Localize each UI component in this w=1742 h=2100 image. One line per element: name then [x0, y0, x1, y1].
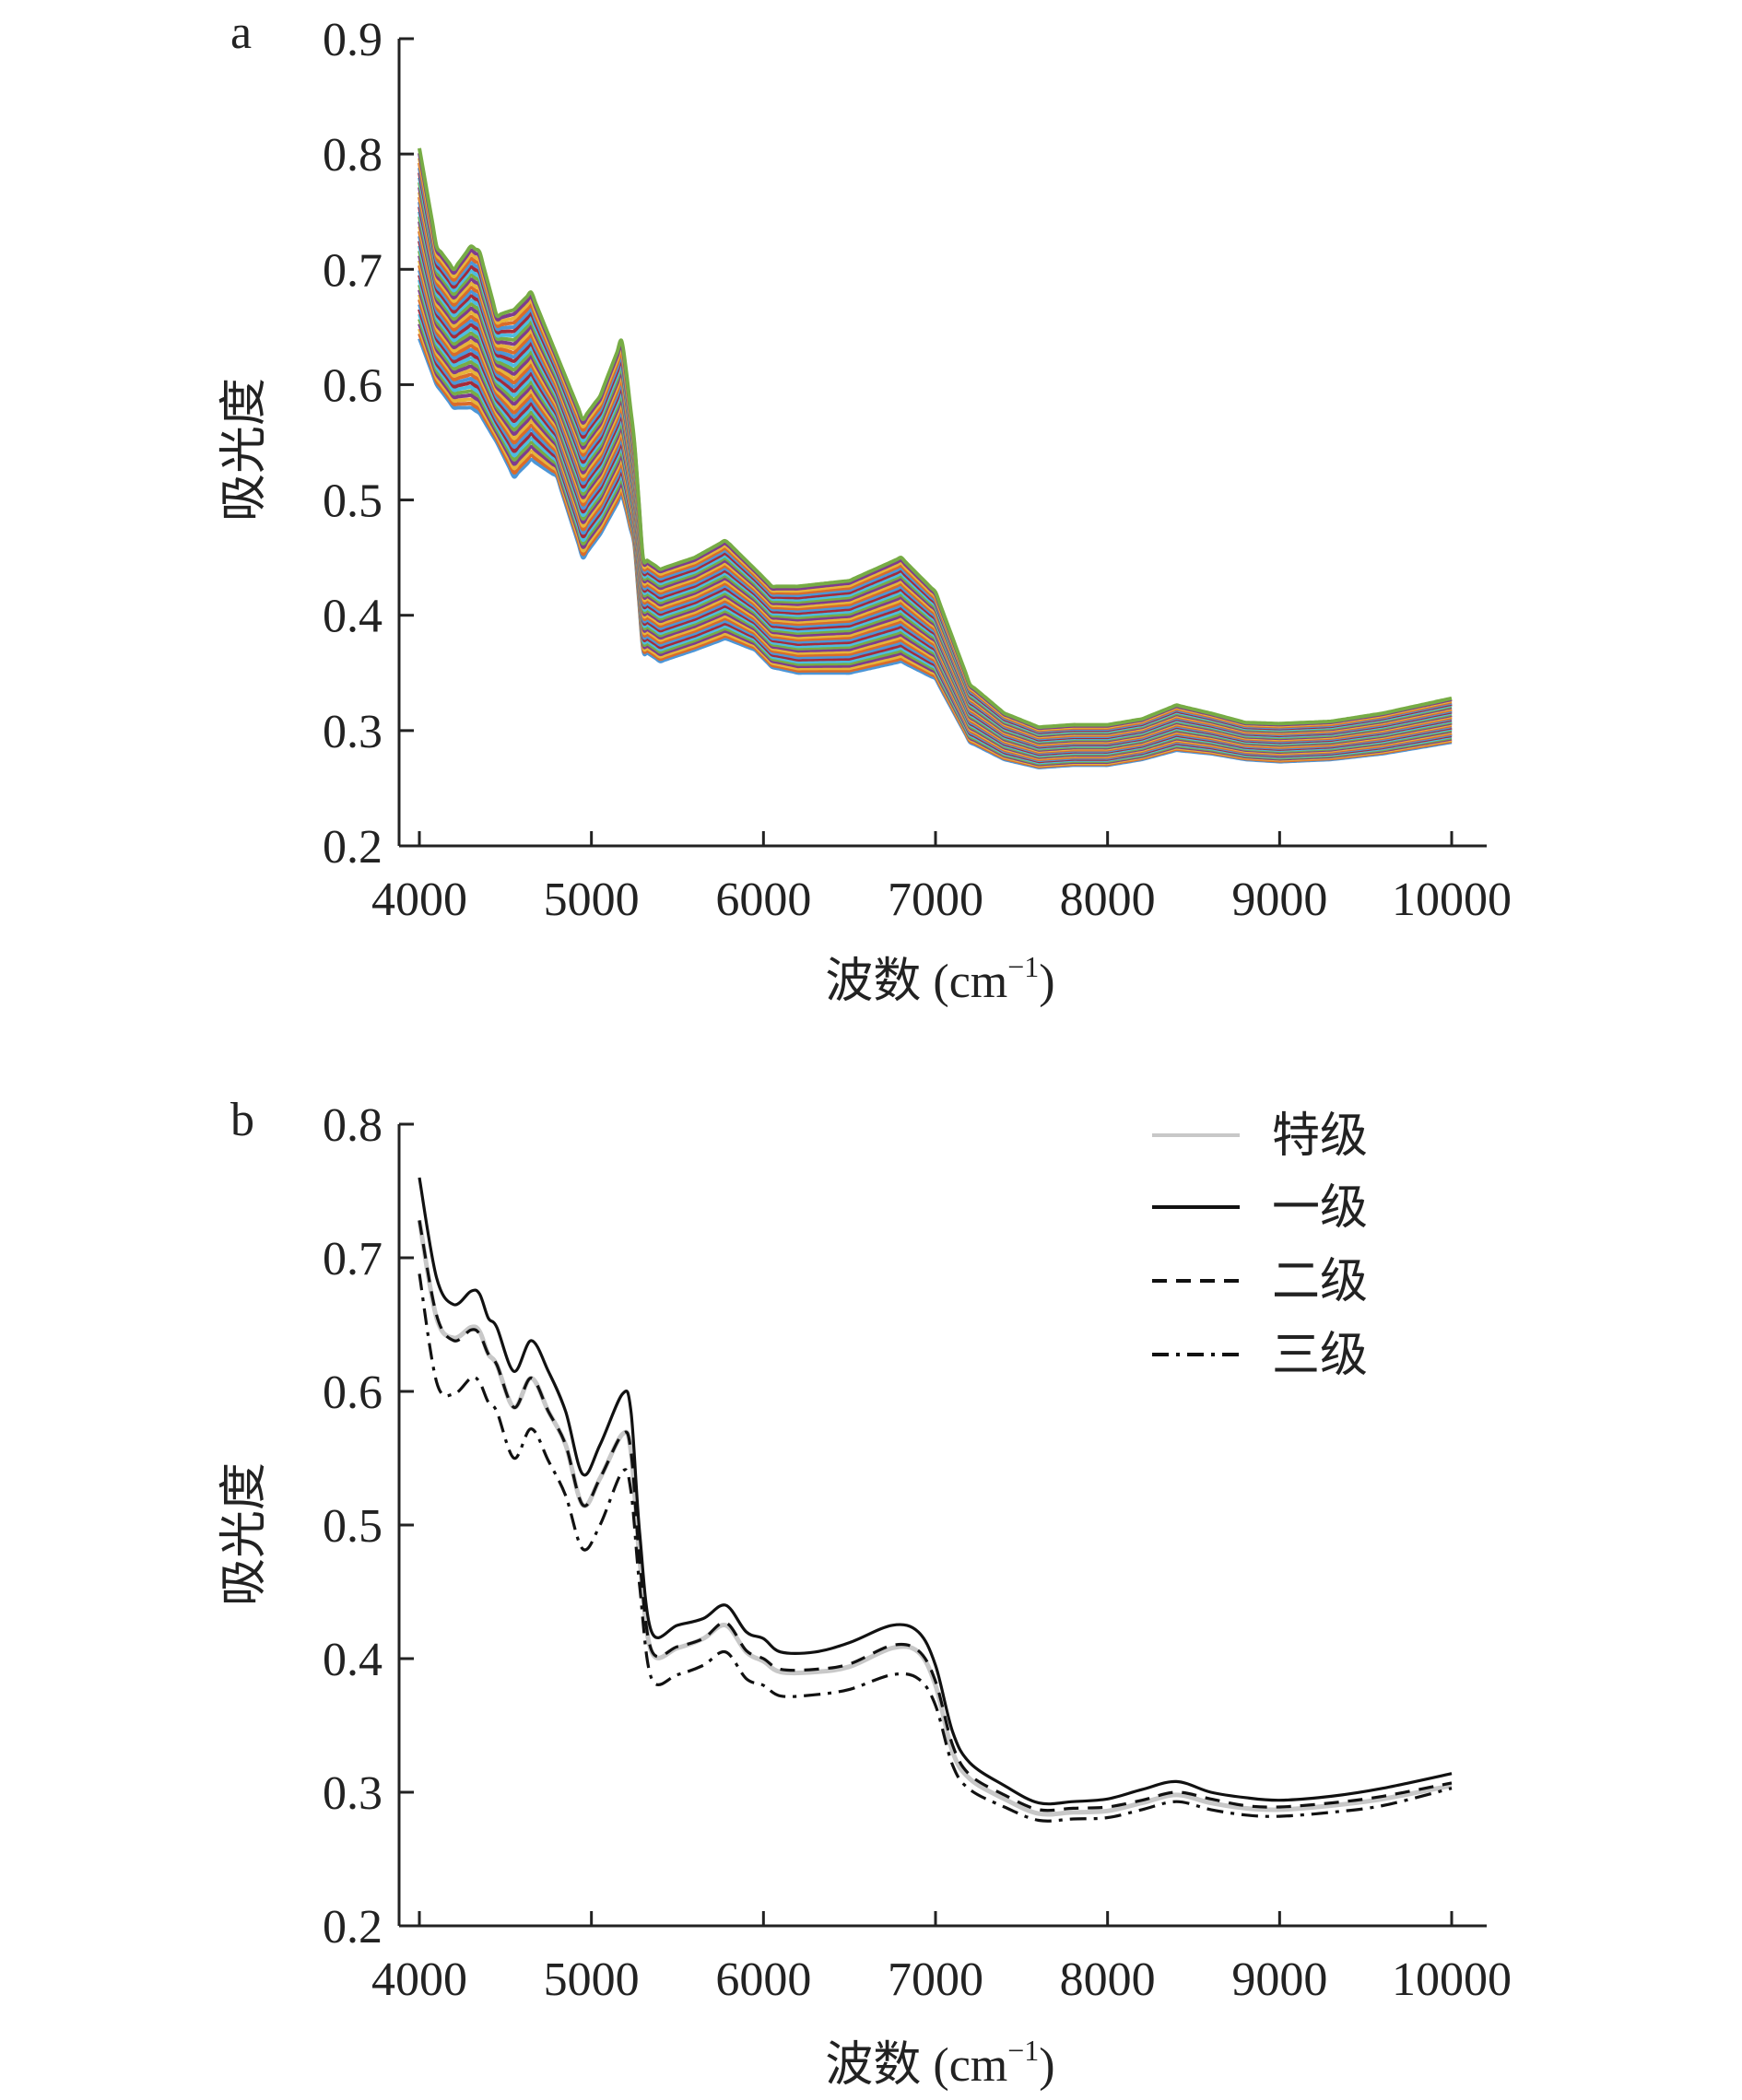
- legend-item-2: 二级: [1152, 1256, 1368, 1308]
- panel-a-letter: a: [230, 6, 252, 59]
- panel-b: b 4000 5000 6000 7000 8000 9000 10000 0.20.30.…: [218, 1094, 1512, 2092]
- x-tick-label: 10000: [1392, 1953, 1512, 2006]
- x-tick-label: 7000: [888, 874, 983, 926]
- x-tick-label: 6000: [715, 874, 811, 926]
- spectrum-line-5: [418, 313, 1453, 765]
- legend-label-3: 三级: [1272, 1330, 1368, 1382]
- panel-a-x-ticks: 4000 5000 6000 7000 8000 9000 10000: [371, 831, 1512, 926]
- x-tick-label: 6000: [715, 1953, 811, 2006]
- series-line-0: [417, 1219, 1453, 1817]
- panel-a-spectra: [418, 147, 1453, 769]
- y-tick-label: 0.5: [323, 475, 383, 528]
- x-tick-label: 9000: [1231, 874, 1327, 926]
- y-tick-label: 0.3: [323, 1767, 383, 1820]
- y-tick-label: 0.8: [323, 1099, 383, 1152]
- x-tick-label: 7000: [888, 1953, 983, 2006]
- panel-a-x-axis-title: 波数 (cm−1): [825, 950, 1054, 1008]
- legend-label-0: 特级: [1272, 1110, 1368, 1163]
- x-tick-label: 10000: [1392, 874, 1512, 926]
- series-line-1: [418, 1177, 1453, 1806]
- y-tick-label: 0.6: [323, 1367, 383, 1419]
- panel-a: a 4000 5000 6000 7000 8000 9000 10000 0.20.30.…: [218, 6, 1512, 1008]
- legend-item-1: 一级: [1152, 1182, 1368, 1235]
- x-tick-label: 5000: [544, 1953, 640, 2006]
- series-line-2: [418, 1220, 1453, 1813]
- y-tick-label: 0.9: [323, 14, 383, 66]
- panel-b-letter: b: [230, 1094, 254, 1146]
- y-tick-label: 0.2: [323, 1901, 383, 1953]
- y-tick-label: 0.8: [323, 129, 383, 182]
- panel-b-y-ticks: 0.2 0.3 0.4 0.5 0.6 0.7 0.8: [323, 1099, 414, 1953]
- y-tick-label: 0.6: [323, 359, 383, 412]
- panel-a-y-axis-title: 吸光度: [218, 378, 271, 522]
- x-tick-label: 9000: [1231, 1953, 1327, 2006]
- legend-item-3: 三级: [1152, 1330, 1368, 1382]
- series-line-3: [418, 1273, 1453, 1823]
- legend-item-0: 特级: [1152, 1110, 1368, 1163]
- x-tick-label: 8000: [1060, 874, 1156, 926]
- legend-label-1: 一级: [1272, 1182, 1368, 1235]
- spectrum-line-3: [418, 323, 1453, 767]
- y-tick-label: 0.7: [323, 1233, 383, 1285]
- x-tick-label: 5000: [544, 874, 640, 926]
- panel-b-legend: 特级 一级 二级 三级: [1152, 1110, 1368, 1382]
- y-tick-label: 0.3: [323, 706, 383, 758]
- x-tick-label: 4000: [371, 1953, 467, 2006]
- spectrum-line-39: [418, 147, 1453, 730]
- panel-b-x-axis-title: 波数 (cm−1): [825, 2034, 1054, 2092]
- x-tick-label: 4000: [371, 874, 467, 926]
- panel-b-series: [417, 1177, 1453, 1823]
- panel-a-y-ticks: 0.2 0.3 0.4 0.5 0.6 0.7 0.8 0.9: [323, 14, 414, 874]
- panel-b-y-axis-title: 吸光度: [218, 1462, 271, 1606]
- y-tick-label: 0.5: [323, 1500, 383, 1553]
- legend-label-2: 二级: [1272, 1256, 1368, 1308]
- panel-b-x-ticks: 4000 5000 6000 7000 8000 9000 10000: [371, 1911, 1512, 2006]
- y-tick-label: 0.7: [323, 244, 383, 297]
- x-tick-label: 8000: [1060, 1953, 1156, 2006]
- y-tick-label: 0.2: [323, 821, 383, 874]
- y-tick-label: 0.4: [323, 1634, 383, 1686]
- spectrum-line-4: [418, 318, 1453, 766]
- y-tick-label: 0.4: [323, 591, 383, 643]
